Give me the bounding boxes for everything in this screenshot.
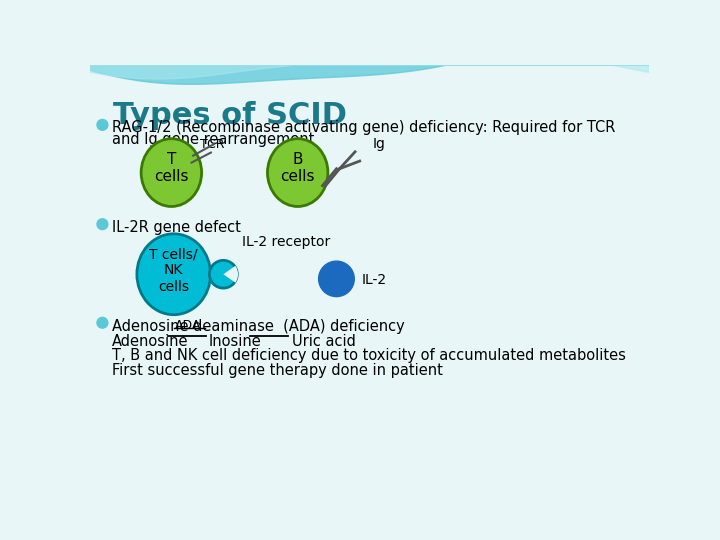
Text: IL-2: IL-2 [361,273,387,287]
Text: Types of SCID: Types of SCID [113,101,347,130]
Text: Inosine: Inosine [209,334,261,348]
Text: IL-2R gene defect: IL-2R gene defect [112,220,240,235]
Wedge shape [223,266,238,282]
Circle shape [97,318,108,328]
Text: IL-2 receptor: IL-2 receptor [242,235,330,249]
Text: and Ig gene rearrangement: and Ig gene rearrangement [112,132,314,147]
Text: Adenosine: Adenosine [112,334,188,348]
Text: Uric acid: Uric acid [292,334,356,348]
Circle shape [319,261,354,296]
Text: ADA: ADA [174,319,201,332]
Text: RAG-1/2 (Recombinase activating gene) deficiency: Required for TCR: RAG-1/2 (Recombinase activating gene) de… [112,120,615,135]
Ellipse shape [141,139,202,206]
Text: First successful gene therapy done in patient: First successful gene therapy done in pa… [112,363,443,378]
Circle shape [210,260,238,288]
Ellipse shape [267,139,328,206]
Text: T cells/
NK
cells: T cells/ NK cells [150,247,198,294]
Text: B
cells: B cells [281,152,315,184]
Circle shape [97,219,108,230]
Text: Ig: Ig [373,137,386,151]
Ellipse shape [137,234,210,315]
Text: T, B and NK cell deficiency due to toxicity of accumulated metabolites: T, B and NK cell deficiency due to toxic… [112,348,626,363]
Circle shape [97,119,108,130]
Text: Adenosine deaminase  (ADA) deficiency: Adenosine deaminase (ADA) deficiency [112,319,405,334]
Text: TCR: TCR [200,138,225,151]
Text: T
cells: T cells [154,152,189,184]
